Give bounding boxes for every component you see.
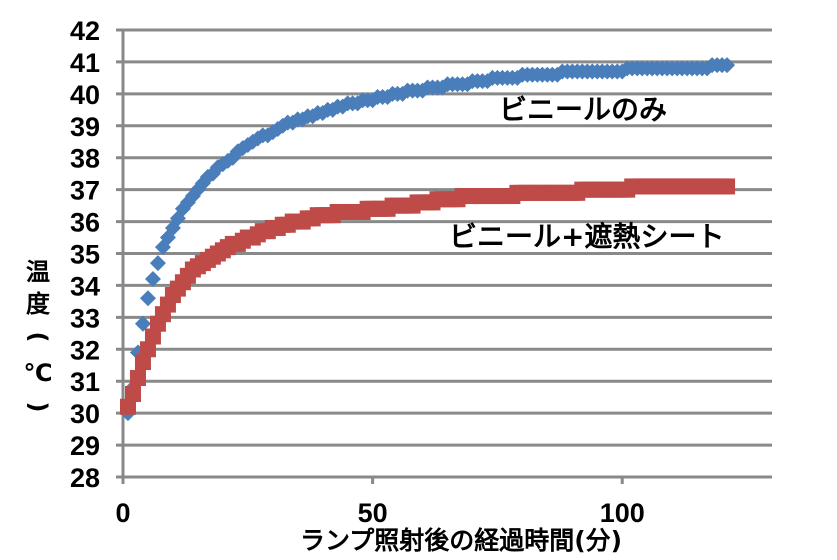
data-point-square [119,398,136,415]
series-vinyl-only [119,57,736,422]
y-axis-label-char: ℃ [23,359,52,387]
x-tick-label: 0 [115,498,130,528]
y-axis-label-char: 度 [26,290,51,318]
y-axis-label-char: ) [24,402,52,413]
y-tick-label: 33 [70,303,100,333]
y-tick-label: 30 [70,399,100,429]
y-axis-label-char: 温 [26,258,50,286]
data-point-square [139,341,156,358]
series-vinyl-heat-shield [119,178,736,415]
y-tick-label: 32 [70,335,100,365]
y-tick-label: 35 [70,240,100,270]
data-point-square [129,370,146,387]
y-tick-label: 41 [70,48,100,78]
y-tick-label: 28 [70,463,100,493]
data-point-diamond [149,255,166,272]
y-tick-label: 42 [70,16,100,46]
y-tick-label: 37 [70,176,100,206]
x-tick-label: 100 [600,498,645,528]
y-tick-label: 36 [70,208,100,238]
data-point-diamond [134,315,151,332]
x-tick-label: 50 [358,498,388,528]
y-tick-label: 40 [70,80,100,110]
data-point-square [134,354,151,371]
y-tick-label: 29 [70,431,100,461]
x-tick-labels: 0 50 100 [115,498,644,528]
x-axis-label: ランプ照射後の経過時間(分) [300,526,622,555]
data-point-square [124,385,141,402]
annotation-vinyl-only: ビニールのみ [499,93,667,126]
data-point-diamond [144,271,161,288]
y-tick-label: 34 [70,271,100,301]
y-tick-label: 39 [70,112,100,142]
data-point-square [719,178,736,195]
data-point-diamond [269,120,286,137]
annotation-vinyl-heat-shield: ビニール+遮熱シート [449,220,724,253]
y-tick-label: 38 [70,144,100,174]
data-point-diamond [719,57,736,74]
y-axis-label-char: ( [24,332,52,343]
y-axis-label: 温度 ( ℃) [23,258,52,412]
data-point-square [144,328,161,345]
y-tick-label: 31 [70,367,100,397]
data-point-diamond [139,290,156,307]
